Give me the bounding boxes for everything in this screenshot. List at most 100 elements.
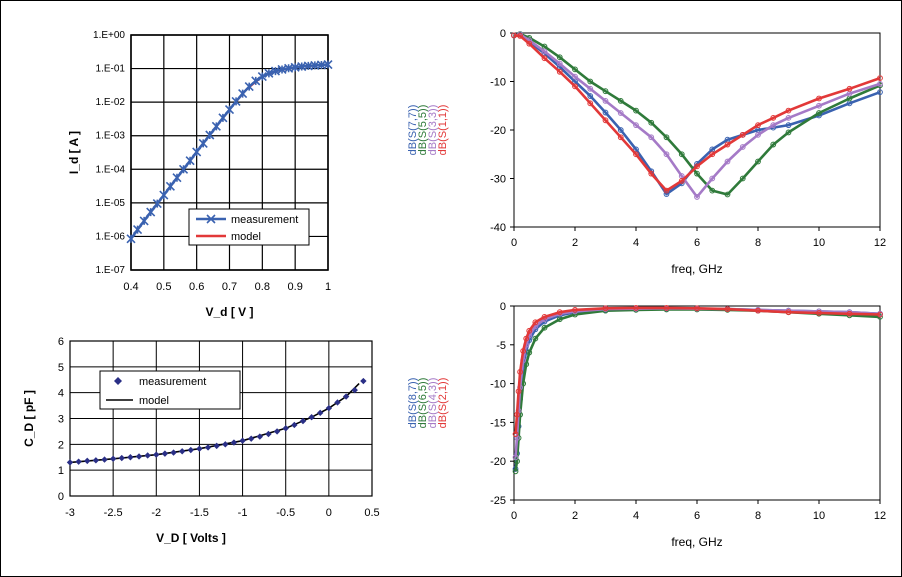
s-trans-y-tick-label: -25 [490,495,506,507]
iv-plot-frame [130,34,329,271]
s-reflect-y-tick-label: -10 [490,77,506,89]
s-trans-series-point [526,327,533,334]
s-trans-series-point [515,388,522,395]
s-reflect-y-tick-label: -30 [490,174,506,186]
cv-legend-marker-measurement [114,377,122,385]
cv-measurement-point [317,409,324,417]
s-reflect-x-tick-label: 0 [511,237,517,249]
cv-y-tick-label: 3 [58,414,64,426]
cv-measurement-point [204,444,212,451]
s-reflect-series-line [513,34,881,192]
s-reflect-series-point [709,187,716,194]
iv-measurement-point [323,59,333,70]
s-trans-series-point [816,310,822,316]
s-reflect-series-point [526,40,533,47]
cv-x-axis-label: V_D [ Volts ] [156,531,226,545]
s-reflect-series-point [648,170,655,177]
cv-y-tick-label: 4 [58,388,64,400]
s-transmission-chart: 0 2 4 6 8 10 12 -25 -20 -15 -10 -5 0 dB(S(8,7))dB(S(6… [407,301,886,549]
iv-x-tick-label: 0.4 [123,281,138,293]
s-trans-x-tick-label: 10 [813,510,825,522]
cv-chart: -3 -2.5 -2 -1.5 -1 -0.5 0 0.5 0 1 2 3 4 5 6 measurement… [22,336,380,545]
cv-plot-frame [69,340,373,497]
s-reflect-series-point [602,109,609,116]
s-trans-legend-label: dB(S(6,5)) [417,378,429,429]
s-reflect-series-point [556,60,563,67]
cv-x-tick-label: -1.5 [190,507,209,519]
s-reflect-series-point [511,32,517,39]
s-reflect-legend-label: dB(S(1,1)) [437,105,449,156]
iv-measurement-point [251,76,261,86]
cv-measurement-point [334,399,341,406]
cv-measurement-point [187,446,194,454]
s-trans-series-point [520,348,527,354]
s-trans-y-tick-label: -15 [490,417,506,429]
s-reflect-legend-label: dB(S(7,7)) [407,105,419,156]
iv-measurement-point [159,190,169,200]
iv-measurement-point [139,216,149,226]
s-trans-series-point [517,369,523,375]
cv-measurement-point [161,450,169,457]
s-reflect-series-point [877,75,883,82]
cv-x-tick-label: 0 [326,507,332,519]
s-trans-series-point [532,335,539,342]
s-reflect-series-point [678,178,685,184]
s-reflect-series-point [648,134,655,141]
s-trans-series-point [724,306,731,313]
s-reflect-series-point [785,129,792,136]
iv-y-tick-label: 1.E-01 [96,64,126,75]
s-reflect-legend-label: dB(S(3,3)) [427,105,439,156]
cv-measurement-point [239,437,246,444]
s-trans-series-point [526,349,533,356]
s-trans-series-point [556,309,563,316]
cv-x-tick-label: -2 [151,507,161,519]
cv-x-tick-label: -0.5 [276,507,295,519]
iv-x-tick-label: 0.5 [156,281,171,293]
s-reflect-series-point [770,114,777,121]
cv-measurement-point [118,454,125,462]
s-trans-y-tick-label: -20 [490,456,506,468]
s-trans-series-point [694,305,700,312]
iv-x-tick-label: 0.8 [255,281,270,293]
cv-measurement-point [299,417,307,425]
cv-measurement-point [153,451,160,458]
s-trans-legend-label: dB(S(2,1)) [437,378,449,429]
cv-x-tick-label: -1 [238,507,248,519]
s-reflection-chart: 0 2 4 6 8 10 12 -40 -30 -20 -10 0 dB(S(7,7))dB(S(5,5… [407,28,886,276]
iv-x-axis-label: V_d [ V ] [205,305,253,319]
s-reflect-series-point [816,102,822,109]
s-reflect-series-point [602,98,609,104]
s-trans-series-point [556,316,563,323]
iv-y-tick-label: 1.E+00 [93,30,125,41]
s-reflect-series-point [617,127,624,133]
s-reflect-series-point [770,141,777,148]
s-reflect-series-point [587,93,594,99]
iv-measurement-point [231,96,241,106]
s-trans-series-point [514,411,520,418]
iv-measurement-point [238,89,248,99]
iv-y-tick-label: 1.E-03 [96,131,126,142]
s-reflect-series-point [785,122,792,129]
iv-x-tick-label: 0.9 [288,281,303,293]
s-reflect-series-point [739,175,746,182]
s-reflect-series-point [633,151,639,158]
iv-measurement-point [218,113,228,123]
s-trans-x-tick-label: 6 [694,510,700,522]
iv-measurement-point [192,147,202,157]
s-trans-x-tick-label: 2 [572,510,578,522]
iv-legend-label-model: model [231,231,261,243]
s-reflect-series-point [541,55,548,62]
s-reflect-series-point [587,100,594,107]
cv-y-tick-label: 1 [58,465,64,477]
iv-measurement-point [172,173,182,183]
s-reflect-series-point [724,191,731,198]
s-trans-legend-label: dB(S(8,7)) [407,378,419,429]
s-reflect-series-point [663,151,670,158]
cv-measurement-point [196,445,203,452]
s-trans-series-point [755,307,761,314]
s-reflect-series-point [724,158,731,165]
s-trans-series-point [785,309,792,316]
iv-x-tick-label: 0.7 [222,281,237,293]
cv-legend-label-model: model [139,395,169,407]
iv-measurement-point [224,105,235,115]
